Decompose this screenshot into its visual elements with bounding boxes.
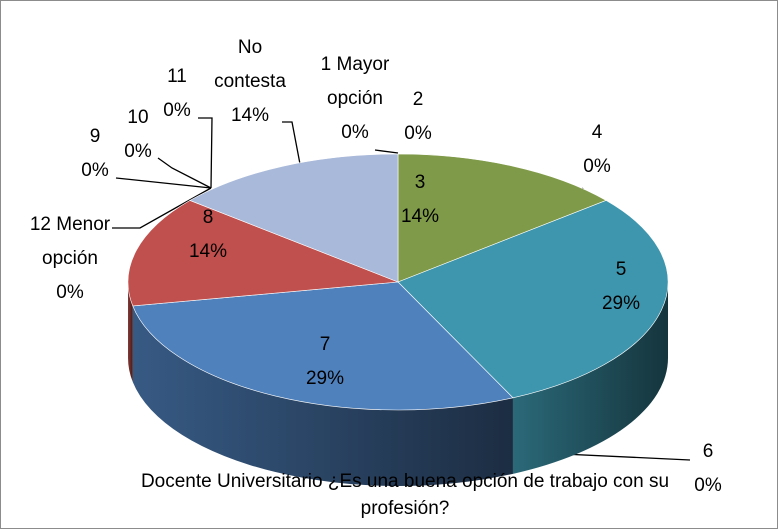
slice-value: 14% — [188, 241, 228, 262]
slice-name: 10 — [127, 107, 149, 128]
slice-name: 1 Mayor opción — [320, 54, 390, 109]
slice-name: 7 — [319, 334, 331, 355]
slice-value: 0% — [81, 160, 109, 181]
pie-slice-side — [132, 305, 513, 486]
slice-label: 2 0% — [398, 83, 438, 151]
pie-slice — [132, 281, 514, 411]
slice-value: 0% — [583, 156, 611, 177]
slice-label: 10 0% — [113, 101, 163, 169]
slice-name: 5 — [615, 259, 627, 280]
slice-label: 6 0% — [683, 435, 733, 503]
slice-name: 3 — [414, 172, 426, 193]
slice-label: 1 Mayor opción 0% — [305, 48, 405, 150]
slice-value: 0% — [404, 123, 432, 144]
slice-label: No contesta 14% — [205, 31, 295, 133]
pie-slice — [127, 200, 399, 307]
slice-name: No contesta — [214, 37, 286, 92]
leader-line — [282, 121, 301, 165]
pie-slice-side — [128, 282, 133, 382]
slice-value: 0% — [56, 282, 84, 303]
leader-lines — [112, 117, 691, 461]
leader-line — [374, 149, 399, 154]
pie-slice — [397, 200, 669, 399]
slice-value: 0% — [694, 475, 722, 496]
slice-value: 14% — [230, 105, 270, 126]
chart-title: Docente Universitario ¿Es una buena opci… — [140, 471, 670, 519]
slice-name: 8 — [202, 207, 214, 228]
slice-label: 9 0% — [70, 120, 120, 188]
slice-value: 0% — [163, 100, 191, 121]
slice-name: 12 Menor opción — [29, 214, 111, 269]
pie-slice — [189, 153, 399, 283]
slice-value: 29% — [601, 293, 641, 314]
slice-value: 0% — [124, 141, 152, 162]
slice-label: 11 0% — [152, 60, 202, 128]
slice-label: 3 14% — [390, 166, 450, 234]
slice-name: 11 — [167, 66, 187, 87]
slice-value: 29% — [305, 368, 345, 389]
slice-name: 6 — [702, 441, 714, 462]
pie-slice — [397, 153, 607, 283]
slice-label: 7 29% — [295, 328, 355, 396]
slice-label: 4 0% — [567, 116, 627, 184]
pie-slice-side — [512, 282, 668, 474]
slice-label: 12 Menor opción 0% — [10, 208, 130, 310]
slice-label: 5 29% — [591, 253, 651, 321]
slice-name: 9 — [89, 126, 101, 147]
slice-value: 14% — [400, 206, 440, 227]
leader-line — [112, 187, 212, 229]
slice-value: 0% — [341, 122, 369, 143]
leader-line — [157, 157, 212, 189]
leader-line — [198, 117, 213, 189]
slice-label: 8 14% — [178, 201, 238, 269]
leader-line — [115, 177, 212, 189]
slice-name: 2 — [412, 89, 424, 110]
slice-name: 4 — [591, 122, 603, 143]
